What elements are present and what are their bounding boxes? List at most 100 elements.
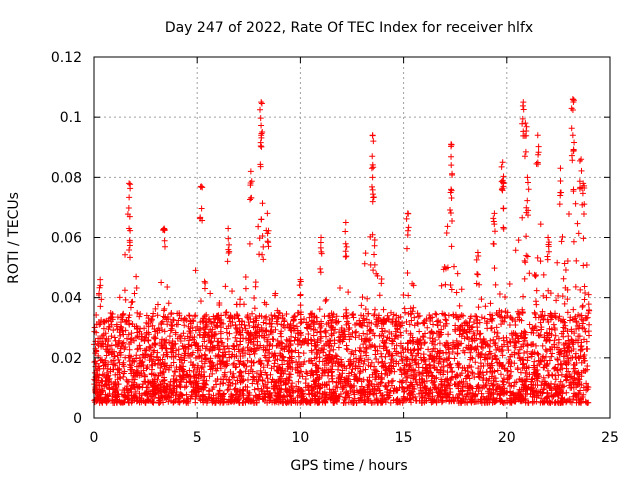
data-point bbox=[557, 378, 564, 385]
data-point bbox=[216, 302, 223, 309]
data-point bbox=[387, 309, 394, 316]
data-point bbox=[130, 394, 137, 401]
data-point bbox=[355, 359, 362, 366]
data-point bbox=[136, 342, 143, 349]
data-point bbox=[158, 279, 165, 286]
data-point bbox=[532, 323, 539, 330]
data-point bbox=[309, 389, 316, 396]
data-point bbox=[421, 317, 428, 324]
data-point bbox=[507, 372, 514, 379]
data-point bbox=[476, 374, 483, 381]
data-point bbox=[448, 141, 455, 148]
data-point bbox=[208, 339, 215, 346]
data-point bbox=[332, 352, 339, 359]
data-point bbox=[548, 311, 555, 318]
data-point bbox=[390, 397, 397, 404]
data-point bbox=[499, 352, 506, 359]
data-point bbox=[202, 356, 209, 363]
data-point bbox=[537, 258, 544, 265]
data-point bbox=[351, 376, 358, 383]
data-point bbox=[263, 227, 270, 234]
data-point bbox=[411, 322, 418, 329]
data-point bbox=[521, 153, 528, 160]
data-point bbox=[383, 383, 390, 390]
data-point bbox=[494, 367, 501, 374]
data-point bbox=[97, 303, 104, 310]
data-point bbox=[397, 322, 404, 329]
data-point bbox=[404, 340, 411, 347]
data-point bbox=[314, 336, 321, 343]
data-point bbox=[416, 376, 423, 383]
data-point bbox=[321, 389, 328, 396]
data-point bbox=[225, 249, 232, 256]
data-point bbox=[226, 241, 233, 248]
data-point bbox=[110, 366, 117, 373]
data-point bbox=[190, 318, 197, 325]
data-point bbox=[195, 343, 202, 350]
data-point bbox=[219, 380, 226, 387]
data-point bbox=[333, 313, 340, 320]
data-point bbox=[419, 393, 426, 400]
data-point bbox=[367, 261, 374, 268]
data-point bbox=[201, 393, 208, 400]
data-point bbox=[454, 350, 461, 357]
data-point bbox=[116, 329, 123, 336]
data-point bbox=[537, 312, 544, 319]
data-point bbox=[288, 327, 295, 334]
data-point bbox=[568, 125, 575, 132]
data-point bbox=[506, 280, 513, 287]
data-point bbox=[581, 185, 588, 192]
data-point bbox=[297, 276, 304, 283]
data-point bbox=[522, 120, 529, 127]
data-point bbox=[180, 366, 187, 373]
data-point bbox=[312, 326, 319, 333]
data-point bbox=[452, 326, 459, 333]
data-point bbox=[523, 233, 530, 240]
data-point bbox=[575, 325, 582, 332]
data-point bbox=[195, 385, 202, 392]
data-point bbox=[322, 297, 329, 304]
data-point bbox=[386, 316, 393, 323]
data-point bbox=[229, 397, 236, 404]
data-point bbox=[104, 348, 111, 355]
data-point bbox=[303, 397, 310, 404]
data-point bbox=[346, 383, 353, 390]
data-point bbox=[561, 319, 568, 326]
data-point bbox=[405, 224, 412, 231]
data-point bbox=[168, 353, 175, 360]
data-point bbox=[291, 313, 298, 320]
data-point bbox=[368, 165, 375, 172]
data-point bbox=[321, 367, 328, 374]
data-point bbox=[519, 120, 526, 127]
data-point bbox=[378, 399, 385, 406]
data-point bbox=[114, 326, 121, 333]
data-point bbox=[531, 364, 538, 371]
data-point bbox=[158, 392, 165, 399]
data-point bbox=[510, 383, 517, 390]
data-point bbox=[230, 343, 237, 350]
data-point bbox=[498, 397, 505, 404]
data-point bbox=[297, 302, 304, 309]
data-point bbox=[126, 312, 133, 319]
data-point bbox=[416, 390, 423, 397]
data-point bbox=[364, 323, 371, 330]
data-point bbox=[292, 347, 299, 354]
data-point bbox=[393, 397, 400, 404]
data-point bbox=[203, 343, 210, 350]
data-point bbox=[504, 343, 511, 350]
data-point bbox=[554, 356, 561, 363]
data-point bbox=[223, 399, 230, 406]
data-point bbox=[126, 237, 133, 244]
data-point bbox=[167, 388, 174, 395]
data-point bbox=[498, 186, 505, 193]
data-point bbox=[314, 389, 321, 396]
data-point bbox=[308, 340, 315, 347]
data-point bbox=[294, 399, 301, 406]
data-point bbox=[138, 397, 145, 404]
data-point bbox=[212, 331, 219, 338]
data-point bbox=[520, 99, 527, 106]
data-point bbox=[444, 223, 451, 230]
data-point bbox=[448, 243, 455, 250]
data-point bbox=[182, 344, 189, 351]
data-point bbox=[524, 357, 531, 364]
